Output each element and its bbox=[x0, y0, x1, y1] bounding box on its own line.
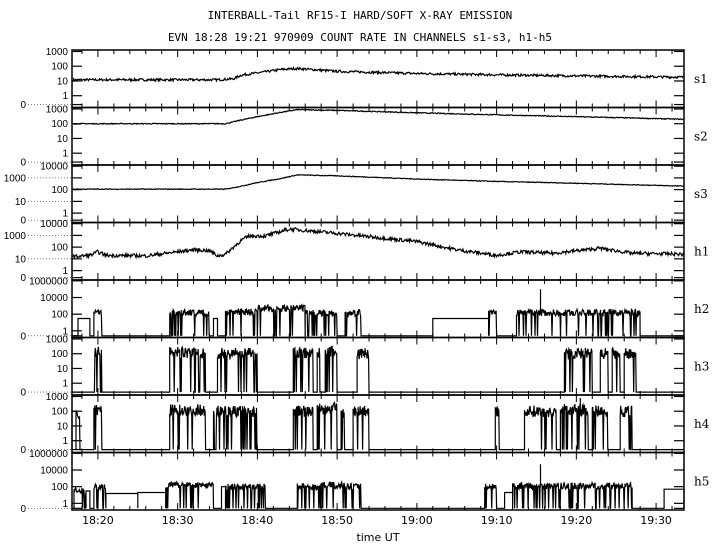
y-tick-label: 0 bbox=[20, 216, 26, 227]
y-tick-label: 100 bbox=[51, 119, 68, 130]
chart-title: INTERBALL-Tail RF15-I HARD/SOFT X-RAY EM… bbox=[207, 9, 513, 22]
channel-label: h2 bbox=[694, 302, 709, 316]
panel-frame bbox=[71, 164, 685, 224]
series-s3 bbox=[73, 174, 684, 191]
y-tick-label: 0 bbox=[20, 100, 26, 111]
y-tick-label: 1000000 bbox=[29, 276, 68, 287]
y-tick-label: 1000 bbox=[46, 392, 69, 403]
y-tick-label: 10000 bbox=[40, 219, 68, 230]
x-tick-label: 19:10 bbox=[481, 514, 513, 527]
x-tick-label: 18:20 bbox=[82, 514, 114, 527]
x-tick-label: 18:40 bbox=[242, 514, 274, 527]
x-tick-label: 19:00 bbox=[401, 514, 433, 527]
y-tick-label: 0 bbox=[20, 273, 26, 284]
y-tick-label: 10 bbox=[15, 197, 27, 208]
y-tick-label: 1 bbox=[62, 266, 68, 277]
y-tick-label: 100 bbox=[51, 243, 68, 254]
y-tick-label: 0 bbox=[20, 388, 26, 399]
y-tick-label: 100 bbox=[51, 310, 68, 321]
panel-h5: 1000000 10000 100 1 0 h5 bbox=[20, 449, 709, 515]
y-tick-label: 1 bbox=[62, 326, 68, 337]
panel-frame bbox=[71, 221, 685, 281]
y-tick-label: 100 bbox=[51, 482, 68, 493]
y-tick-label: 10000 bbox=[40, 162, 68, 173]
y-tick-label: 1000 bbox=[4, 231, 27, 242]
y-tick-label: 10 bbox=[15, 254, 27, 265]
panel-frame bbox=[71, 279, 685, 339]
channel-label: s3 bbox=[694, 187, 708, 201]
y-tick-label: 1000000 bbox=[29, 449, 68, 460]
y-tick-label: 10 bbox=[57, 76, 69, 87]
channel-label: h3 bbox=[694, 359, 709, 373]
series-s2 bbox=[73, 108, 684, 126]
y-tick-label: 1000 bbox=[46, 334, 69, 345]
y-tick-label: 100 bbox=[51, 62, 68, 73]
channel-label: s1 bbox=[694, 72, 708, 86]
x-tick-label: 18:50 bbox=[321, 514, 353, 527]
y-tick-label: 100 bbox=[51, 407, 68, 418]
series-h1 bbox=[72, 226, 684, 260]
y-tick-label: 1 bbox=[62, 209, 68, 220]
y-tick-label: 1 bbox=[62, 149, 68, 160]
y-tick-label: 1 bbox=[62, 91, 68, 102]
x-tick-label: 18:30 bbox=[162, 514, 194, 527]
series-h3 bbox=[73, 345, 683, 393]
y-tick-label: 100 bbox=[51, 185, 68, 196]
panel-frame bbox=[71, 106, 685, 166]
y-tick-label: 0 bbox=[20, 158, 26, 169]
y-tick-label: 10000 bbox=[40, 293, 68, 304]
series-h5 bbox=[73, 464, 685, 509]
y-tick-label: 10 bbox=[57, 364, 69, 375]
x-axis-label: time UT bbox=[356, 531, 399, 544]
panel-frame bbox=[71, 451, 685, 511]
y-tick-label: 1 bbox=[62, 499, 68, 510]
chart-subtitle: EVN 18:28 19:21 970909 COUNT RATE IN CHA… bbox=[167, 31, 553, 44]
y-tick-label: 10 bbox=[57, 134, 69, 145]
x-tick-label: 19:30 bbox=[640, 514, 672, 527]
y-tick-label: 0 bbox=[20, 331, 26, 342]
y-tick-label: 1 bbox=[62, 379, 68, 390]
y-tick-label: 1 bbox=[62, 436, 68, 447]
series-h2 bbox=[73, 289, 683, 337]
channel-label: s2 bbox=[694, 129, 708, 143]
y-tick-label: 1000 bbox=[46, 47, 69, 58]
y-tick-label: 100 bbox=[51, 349, 68, 360]
channel-label: h5 bbox=[694, 474, 709, 488]
y-tick-label: 0 bbox=[20, 504, 26, 515]
x-tick-label: 19:20 bbox=[561, 514, 593, 527]
y-tick-label: 10 bbox=[57, 421, 69, 432]
y-tick-label: 0 bbox=[20, 445, 26, 456]
y-tick-label: 1000 bbox=[46, 104, 69, 115]
series-h4 bbox=[71, 397, 683, 451]
channel-label: h1 bbox=[694, 244, 709, 258]
series-s1 bbox=[72, 66, 684, 83]
panel-frame bbox=[71, 49, 685, 109]
y-tick-label: 1000 bbox=[4, 173, 27, 184]
y-tick-label: 10000 bbox=[40, 466, 68, 477]
channel-label: h4 bbox=[694, 417, 710, 431]
